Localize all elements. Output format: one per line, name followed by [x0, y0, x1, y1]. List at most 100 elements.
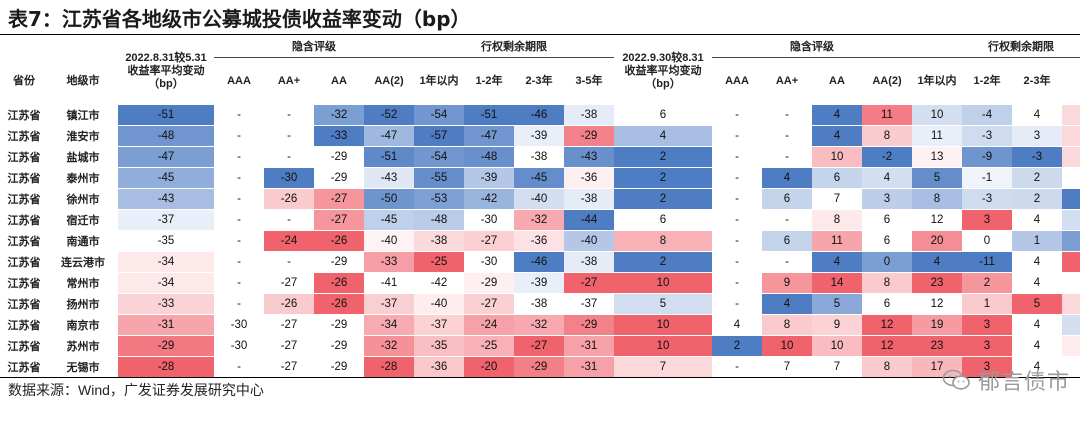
- aa-plus-aug-cell: -27: [264, 272, 314, 294]
- avg-change-sep-cell: 5: [614, 293, 712, 315]
- aa2-aug-cell: -47: [364, 125, 414, 147]
- aaa-aug-cell: -: [214, 293, 264, 315]
- term-1-2y-sep-cell: 3: [962, 209, 1012, 231]
- aa-aug-cell: -29: [314, 167, 364, 189]
- aa-plus-sep-cell: 7: [762, 356, 812, 378]
- aaa-aug-cell: -: [214, 230, 264, 252]
- header-rating-aa2: AA(2): [374, 75, 404, 87]
- term-1-2y-sep-cell: 3: [962, 314, 1012, 336]
- province-cell: 江苏省: [0, 167, 48, 189]
- header-rating-aa-plus: AA+: [775, 75, 799, 87]
- city-cell: 镇江市: [48, 105, 118, 126]
- term-1y-aug-cell: -25: [414, 251, 464, 273]
- term-3-5y-sep-cell: 1: [1062, 167, 1080, 189]
- header-block1-title: 2022.8.31较5.31: [125, 52, 207, 64]
- header-term-2-3y: 2-3年: [525, 75, 553, 87]
- avg-change-aug-cell: -51: [118, 105, 214, 126]
- term-1-2y-aug-cell: -25: [464, 335, 514, 357]
- term-2-3y-aug-cell: -27: [514, 335, 564, 357]
- aa-sep-cell: 10: [812, 146, 862, 168]
- term-3-5y-sep-cell: 3: [1062, 125, 1080, 147]
- term-1y-sep-cell: 17: [912, 356, 962, 378]
- aa2-sep-cell: 12: [862, 335, 912, 357]
- term-3-5y-aug-cell: -29: [564, 314, 614, 336]
- aa-plus-sep-cell: 6: [762, 230, 812, 252]
- header-group-rating: 隐含评级: [214, 38, 414, 58]
- term-3-5y-sep-cell: -2: [1062, 230, 1080, 252]
- term-3-5y-sep-cell: -3: [1062, 188, 1080, 210]
- term-1-2y-sep-cell: -3: [962, 125, 1012, 147]
- aa-aug-cell: -29: [314, 251, 364, 273]
- aaa-sep-cell: 2: [712, 335, 762, 357]
- aa-plus-aug-cell: -26: [264, 293, 314, 315]
- term-3-5y-aug-cell: -38: [564, 188, 614, 210]
- aa-plus-aug-cell: -: [264, 209, 314, 231]
- province-cell: 江苏省: [0, 105, 48, 126]
- term-1-2y-sep-cell: -1: [962, 167, 1012, 189]
- aa2-sep-cell: 8: [862, 356, 912, 378]
- header-group-term: 行权剩余期限: [414, 38, 614, 58]
- aaa-sep-cell: -: [712, 146, 762, 168]
- table-row: 江苏省 扬州市 -33- -26 -26 -37 -40 -27 -38 -37 5-4 5 6 12 1 5…: [0, 293, 1080, 315]
- aa-plus-sep-cell: -: [762, 251, 812, 273]
- aa-sep-cell: 10: [812, 335, 862, 357]
- term-1y-sep-cell: 11: [912, 125, 962, 147]
- term-1y-sep-cell: 13: [912, 146, 962, 168]
- term-3-5y-aug-cell: -37: [564, 293, 614, 315]
- header-block2-title: 2022.9.30较8.31: [622, 52, 704, 64]
- header-rating-aa-plus: AA+: [277, 75, 301, 87]
- aa-plus-aug-cell: -27: [264, 335, 314, 357]
- term-1-2y-sep-cell: -4: [962, 105, 1012, 126]
- term-1y-aug-cell: -40: [414, 293, 464, 315]
- term-1y-sep-cell: 10: [912, 105, 962, 126]
- aa-sep-cell: 7: [812, 356, 862, 378]
- term-2-3y-sep-cell: 3: [1012, 125, 1062, 147]
- city-cell: 宿迁市: [48, 209, 118, 231]
- province-cell: 江苏省: [0, 293, 48, 315]
- term-1y-aug-cell: -35: [414, 335, 464, 357]
- avg-change-aug-cell: -34: [118, 251, 214, 273]
- city-cell: 扬州市: [48, 293, 118, 315]
- aaa-sep-cell: -: [712, 167, 762, 189]
- term-1y-aug-cell: -54: [414, 105, 464, 126]
- term-1-2y-aug-cell: -30: [464, 251, 514, 273]
- term-3-5y-sep-cell: 3: [1062, 146, 1080, 168]
- avg-change-sep-cell: 10: [614, 314, 712, 336]
- term-2-3y-sep-cell: 4: [1012, 335, 1062, 357]
- table-row: 江苏省 连云港市 -34- - -29 -33 -25 -30 -46 -38 2- -4 0 4 -11 4…: [0, 251, 1080, 273]
- term-1-2y-sep-cell: -3: [962, 188, 1012, 210]
- province-cell: 江苏省: [0, 125, 48, 147]
- province-cell: 江苏省: [0, 146, 48, 168]
- aa-plus-sep-cell: 10: [762, 335, 812, 357]
- aa-sep-cell: 5: [812, 293, 862, 315]
- term-2-3y-sep-cell: 4: [1012, 251, 1062, 273]
- term-3-5y-aug-cell: -38: [564, 251, 614, 273]
- term-1-2y-aug-cell: -24: [464, 314, 514, 336]
- term-1-2y-sep-cell: -9: [962, 146, 1012, 168]
- header-block1-sub: 收益率平均变动: [127, 65, 205, 77]
- aa-sep-cell: 8: [812, 209, 862, 231]
- aa-plus-aug-cell: -27: [264, 356, 314, 378]
- aa-plus-sep-cell: 8: [762, 314, 812, 336]
- aa-aug-cell: -32: [314, 105, 364, 126]
- term-1-2y-sep-cell: 2: [962, 272, 1012, 294]
- aa-plus-sep-cell: -: [762, 105, 812, 126]
- header-blank: [48, 38, 118, 58]
- header-rating-aa: AA: [829, 75, 845, 87]
- aa-aug-cell: -29: [314, 314, 364, 336]
- term-3-5y-sep-cell: 1: [1062, 356, 1080, 378]
- term-2-3y-aug-cell: -32: [514, 209, 564, 231]
- aa2-sep-cell: 11: [862, 105, 912, 126]
- aa2-aug-cell: -32: [364, 335, 414, 357]
- header-blank: [0, 38, 48, 58]
- term-2-3y-sep-cell: 4: [1012, 356, 1062, 378]
- aa-aug-cell: -26: [314, 230, 364, 252]
- term-1y-sep-cell: 23: [912, 335, 962, 357]
- header-term-3-5y: 3-5年: [1062, 58, 1080, 106]
- aaa-aug-cell: -: [214, 167, 264, 189]
- avg-change-aug-cell: -28: [118, 356, 214, 378]
- aa2-aug-cell: -37: [364, 293, 414, 315]
- header-group-rating: 隐含评级: [712, 38, 912, 58]
- source-note: 数据来源：Wind，广发证券发展研究中心: [8, 382, 264, 398]
